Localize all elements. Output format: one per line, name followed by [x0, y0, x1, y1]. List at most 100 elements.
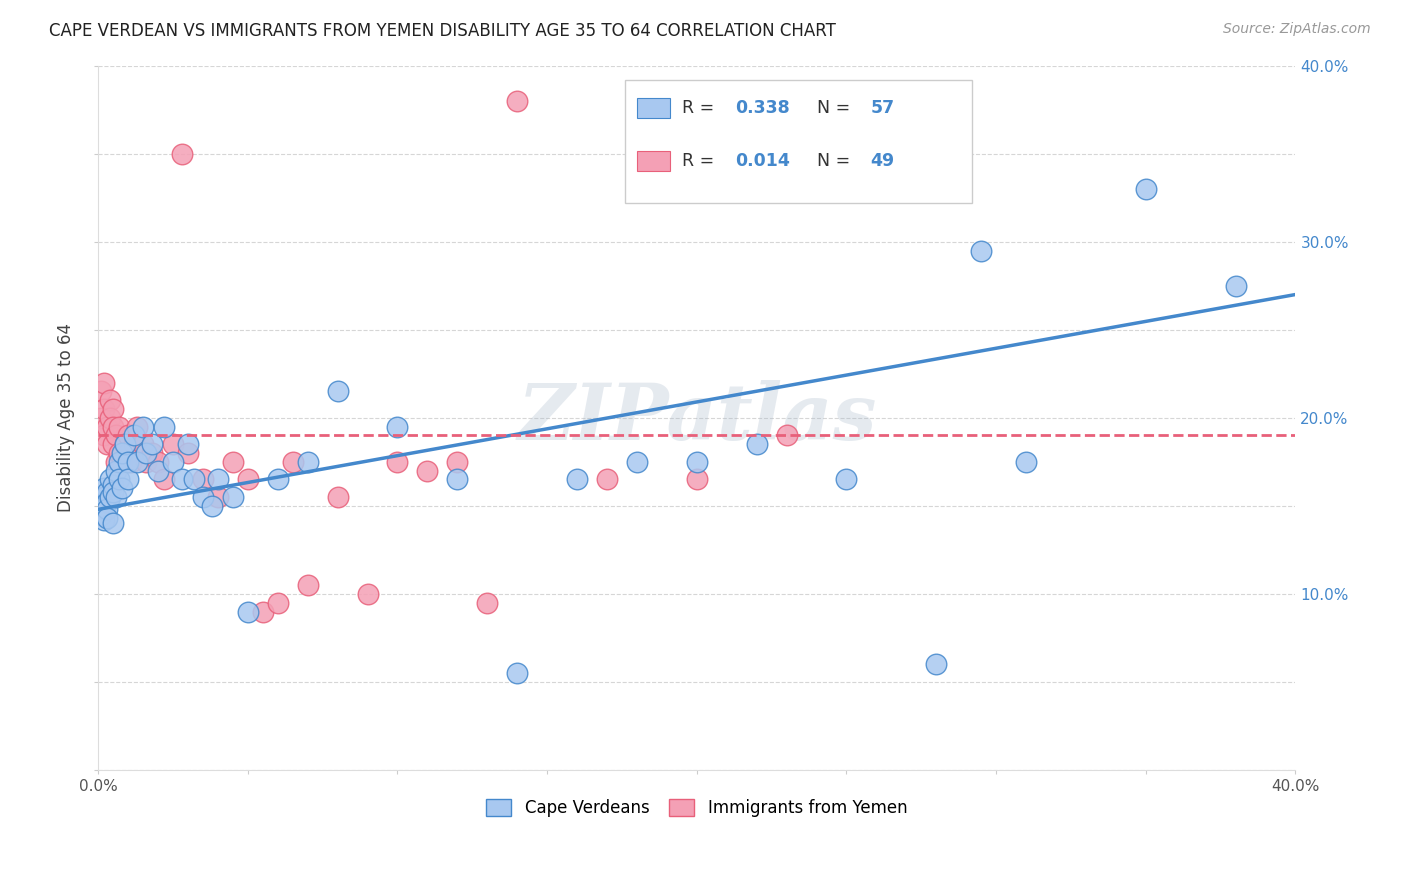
Text: R =: R =: [682, 152, 720, 169]
Point: [170, 472, 193, 486]
Point: [162, 437, 184, 451]
Point: [177, 437, 200, 451]
Point: [135, 455, 157, 469]
Point: [135, 446, 157, 460]
Point: [201, 499, 224, 513]
Point: [506, 94, 529, 108]
Point: [93, 490, 115, 504]
Point: [252, 605, 274, 619]
Text: ZIPatlas: ZIPatlas: [517, 380, 876, 456]
Point: [686, 472, 709, 486]
Point: [183, 472, 205, 486]
Point: [1015, 455, 1038, 469]
Point: [326, 490, 349, 504]
Point: [207, 490, 229, 504]
Point: [162, 455, 184, 469]
Point: [93, 502, 115, 516]
Point: [446, 455, 468, 469]
Point: [101, 419, 124, 434]
Point: [222, 490, 245, 504]
Point: [267, 472, 290, 486]
Point: [122, 428, 145, 442]
Point: [125, 455, 148, 469]
FancyBboxPatch shape: [624, 79, 972, 203]
Point: [236, 605, 259, 619]
Point: [146, 464, 169, 478]
Text: N =: N =: [817, 152, 855, 169]
Point: [101, 477, 124, 491]
Point: [111, 481, 134, 495]
Point: [356, 587, 378, 601]
Point: [132, 437, 155, 451]
FancyBboxPatch shape: [637, 98, 671, 118]
Point: [1225, 278, 1247, 293]
Point: [153, 472, 176, 486]
Point: [236, 472, 259, 486]
Point: [105, 428, 128, 442]
Text: 0.014: 0.014: [735, 152, 790, 169]
Point: [114, 437, 136, 451]
Point: [93, 428, 115, 442]
Point: [98, 490, 121, 504]
Point: [745, 437, 768, 451]
Point: [281, 455, 304, 469]
Point: [1135, 182, 1157, 196]
Text: N =: N =: [817, 99, 855, 117]
Text: R =: R =: [682, 99, 720, 117]
Point: [96, 502, 118, 516]
Legend: Cape Verdeans, Immigrants from Yemen: Cape Verdeans, Immigrants from Yemen: [478, 790, 915, 825]
Point: [90, 490, 112, 504]
Point: [207, 472, 229, 486]
Point: [108, 472, 131, 486]
Point: [108, 419, 131, 434]
Point: [101, 484, 124, 499]
Point: [132, 419, 155, 434]
Text: CAPE VERDEAN VS IMMIGRANTS FROM YEMEN DISABILITY AGE 35 TO 64 CORRELATION CHART: CAPE VERDEAN VS IMMIGRANTS FROM YEMEN DI…: [49, 22, 837, 40]
Point: [120, 455, 142, 469]
Point: [222, 455, 245, 469]
Point: [191, 490, 214, 504]
Point: [93, 481, 115, 495]
Point: [93, 513, 115, 527]
Point: [96, 484, 118, 499]
Point: [101, 516, 124, 531]
Point: [326, 384, 349, 399]
Point: [98, 472, 121, 486]
Point: [626, 455, 648, 469]
Point: [98, 410, 121, 425]
Point: [141, 446, 163, 460]
Point: [101, 437, 124, 451]
Point: [108, 446, 131, 460]
Point: [267, 596, 290, 610]
Text: 49: 49: [870, 152, 894, 169]
Point: [122, 437, 145, 451]
Point: [108, 455, 131, 469]
Point: [125, 419, 148, 434]
Point: [141, 437, 163, 451]
Point: [111, 446, 134, 460]
Point: [111, 455, 134, 469]
Text: 0.338: 0.338: [735, 99, 790, 117]
Text: Source: ZipAtlas.com: Source: ZipAtlas.com: [1223, 22, 1371, 37]
Point: [477, 596, 499, 610]
Point: [170, 146, 193, 161]
Point: [506, 666, 529, 681]
Point: [90, 384, 112, 399]
Point: [146, 455, 169, 469]
Point: [297, 578, 319, 592]
Point: [90, 410, 112, 425]
Point: [114, 437, 136, 451]
Point: [925, 657, 948, 672]
Point: [90, 499, 112, 513]
Point: [105, 455, 128, 469]
Point: [416, 464, 439, 478]
Point: [297, 455, 319, 469]
Point: [98, 393, 121, 408]
Point: [101, 402, 124, 417]
Point: [835, 472, 858, 486]
Point: [117, 455, 139, 469]
Point: [387, 419, 409, 434]
Point: [970, 244, 993, 258]
Point: [105, 464, 128, 478]
Point: [90, 508, 112, 522]
